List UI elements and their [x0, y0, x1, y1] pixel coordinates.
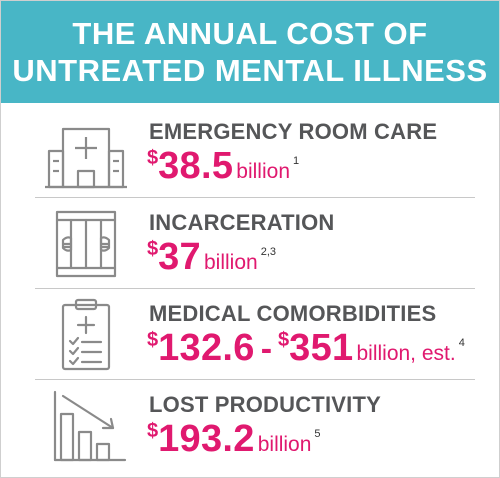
dollar-sign: $ — [278, 329, 290, 351]
hospital-building-icon — [41, 115, 131, 191]
cost-amount: $37 billion 2,3 — [147, 236, 276, 279]
dollar-sign: $ — [147, 238, 159, 260]
medical-clipboard-icon — [41, 297, 131, 373]
dollar-sign: $ — [147, 329, 159, 351]
amount-value: 38.5 — [158, 145, 234, 187]
cost-row-incarceration: INCARCERATION $37 billion 2,3 — [1, 198, 499, 290]
cost-amount: $132.6- $351 billion, est. 4 — [147, 327, 465, 370]
footnote-ref: 1 — [293, 155, 300, 167]
amount-unit: billion — [204, 251, 258, 274]
cost-label: EMERGENCY ROOM CARE — [149, 119, 438, 144]
jail-bars-hands-icon — [41, 206, 131, 282]
amount-value: 132.6 — [158, 327, 255, 369]
cost-amount: $38.5 billion 1 — [147, 145, 299, 188]
divider — [35, 197, 475, 198]
amount-value-upper: 351 — [289, 327, 354, 369]
dollar-sign: $ — [147, 147, 159, 169]
divider — [35, 288, 475, 289]
title-line-1: THE ANNUAL COST OF — [72, 16, 428, 51]
cost-label: MEDICAL COMORBIDITIES — [149, 301, 437, 326]
header-banner: THE ANNUAL COST OF UNTREATED MENTAL ILLN… — [1, 1, 499, 103]
cost-label: INCARCERATION — [149, 210, 335, 235]
cost-amount: $193.2 billion 5 — [147, 418, 321, 461]
amount-unit: billion, est. — [356, 342, 456, 365]
title-line-2: UNTREATED MENTAL ILLNESS — [12, 53, 488, 88]
footnote-ref: 2,3 — [260, 246, 276, 258]
divider — [35, 379, 475, 380]
cost-row-productivity: LOST PRODUCTIVITY $193.2 billion 5 — [1, 380, 499, 472]
footnote-ref: 5 — [314, 428, 321, 440]
amount-value: 193.2 — [158, 418, 255, 460]
declining-bar-chart-icon — [41, 388, 131, 464]
dollar-sign: $ — [147, 420, 159, 442]
amount-value: 37 — [158, 236, 201, 278]
range-dash: - — [260, 330, 273, 368]
amount-unit: billion — [236, 160, 290, 183]
cost-label: LOST PRODUCTIVITY — [149, 392, 381, 417]
cost-row-emergency: EMERGENCY ROOM CARE $38.5 billion 1 — [1, 107, 499, 199]
footnote-ref: 4 — [458, 337, 465, 349]
amount-unit: billion — [257, 433, 312, 456]
cost-row-comorbidities: MEDICAL COMORBIDITIES $132.6- $351 billion… — [1, 289, 499, 381]
